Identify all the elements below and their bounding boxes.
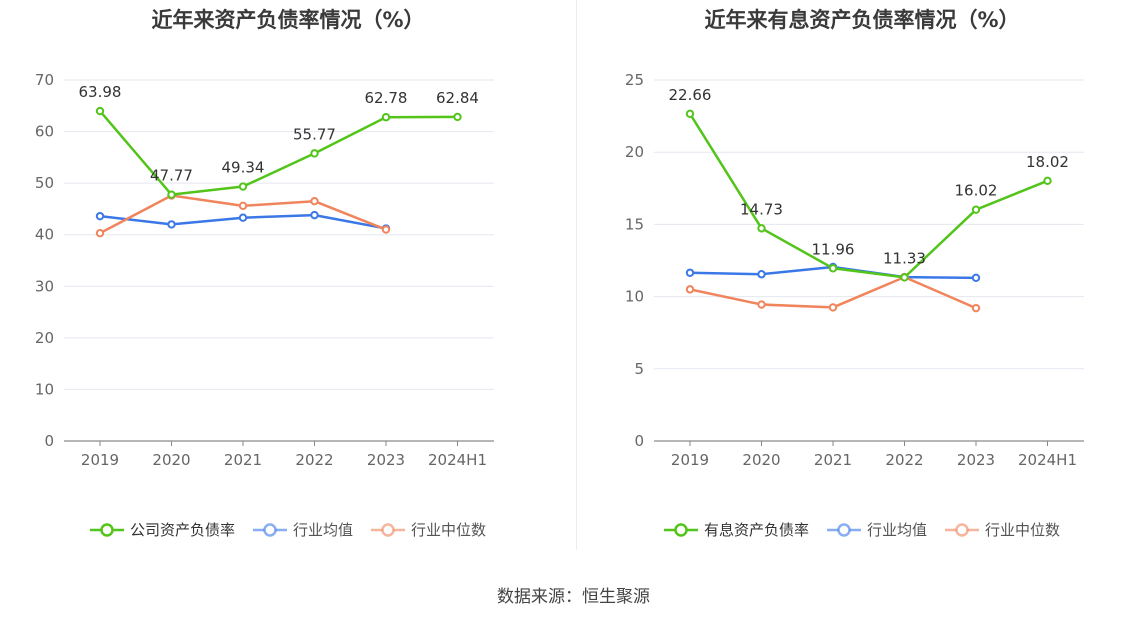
legend-item-industry-median[interactable]: 行业中位数: [371, 519, 486, 540]
industry-median-point[interactable]: [381, 225, 391, 234]
legend-line-circle-icon: [663, 522, 698, 537]
data-label: 22.66: [669, 86, 712, 104]
left-chart-legend: 公司资产负债率 行业均值 行业中位数: [0, 519, 576, 540]
company-ratio-point[interactable]: [900, 273, 909, 282]
data-label: 63.98: [79, 83, 122, 101]
industry-average-point[interactable]: [971, 273, 981, 283]
company-ratio-point[interactable]: [453, 112, 462, 122]
y-tick-label: 10: [625, 288, 644, 306]
data-label: 47.77: [150, 167, 193, 185]
legend-item-industry-median[interactable]: 行业中位数: [945, 519, 1060, 540]
industry-median-point[interactable]: [828, 303, 838, 312]
company-ratio-line: [99, 110, 458, 196]
y-tick-label: 60: [35, 123, 54, 141]
legend-item-industry-average[interactable]: 行业均值: [826, 519, 927, 540]
y-tick-label: 40: [35, 226, 54, 244]
industry-median-point[interactable]: [95, 228, 105, 238]
industry-median-point[interactable]: [238, 201, 248, 211]
y-tick-label: 20: [35, 329, 54, 347]
legend-item-company-ratio[interactable]: 公司资产负债率: [89, 519, 235, 540]
company-ratio-point[interactable]: [310, 149, 319, 158]
x-tick-label: 2019: [671, 451, 709, 469]
right-chart-plot: 0 5 10 15 20 25 2019 2020 2021 2022 2023 2024H1 22.6…: [625, 71, 1084, 469]
company-ratio-line: [688, 113, 1048, 279]
industry-average-point[interactable]: [95, 211, 105, 221]
data-label: 55.77: [293, 125, 336, 143]
legend-line-circle-icon: [371, 522, 405, 537]
company-ratio-point[interactable]: [381, 113, 391, 122]
industry-median-point[interactable]: [685, 285, 695, 294]
x-tick-label: 2022: [295, 451, 333, 469]
legend-label: 有息资产负债率: [703, 521, 809, 539]
legend-line-circle-icon: [252, 522, 287, 537]
legend-item-industry-average[interactable]: 行业均值: [252, 519, 353, 540]
x-tick-label: 2024H1: [428, 451, 487, 469]
data-label: 18.02: [1026, 153, 1069, 171]
y-tick-label: 0: [634, 432, 644, 450]
legend-label: 行业均值: [866, 521, 927, 539]
x-tick-label: 2020: [742, 451, 780, 469]
y-tick-label: 5: [634, 360, 644, 378]
legend-line-circle-icon: [826, 522, 861, 537]
company-ratio-point[interactable]: [1043, 176, 1052, 185]
data-label: 62.84: [436, 89, 479, 107]
industry-average-point[interactable]: [757, 270, 766, 279]
legend-label: 公司资产负债率: [129, 521, 235, 539]
company-ratio-point[interactable]: [685, 109, 695, 118]
y-tick-label: 50: [35, 174, 54, 192]
y-tick-label: 0: [44, 432, 54, 450]
data-label: 62.78: [365, 89, 408, 107]
x-tick-label: 2019: [81, 451, 119, 469]
legend-line-circle-icon: [945, 522, 979, 537]
x-tick-label: 2023: [367, 451, 405, 469]
data-label: 14.73: [740, 200, 783, 218]
y-tick-label: 30: [35, 277, 54, 295]
chart-title: 近年来有息资产负债率情况（%）: [704, 8, 1020, 32]
x-tick-label: 2021: [224, 451, 262, 469]
industry-average-point[interactable]: [310, 210, 319, 220]
legend-label: 行业中位数: [985, 521, 1061, 539]
data-label: 11.33: [883, 249, 926, 267]
industry-average-point[interactable]: [685, 268, 695, 277]
data-label: 11.96: [812, 240, 855, 258]
right-chart-panel: 近年来有息资产负债率情况（%） 0 5 10 15 20 25 2019 2020 2021 20…: [577, 0, 1147, 550]
industry-median-point[interactable]: [971, 303, 981, 313]
x-tick-label: 2021: [814, 451, 852, 469]
y-tick-label: 25: [625, 71, 644, 89]
x-tick-label: 2023: [957, 451, 995, 469]
legend-line-circle-icon: [89, 522, 124, 537]
panel-divider: [576, 0, 577, 550]
industry-median-point[interactable]: [310, 196, 319, 206]
x-tick-label: 2020: [152, 451, 190, 469]
company-ratio-point[interactable]: [757, 224, 766, 233]
company-ratio-point[interactable]: [167, 190, 176, 199]
industry-median-point[interactable]: [757, 300, 766, 309]
company-ratio-point[interactable]: [828, 264, 838, 273]
data-label: 49.34: [222, 159, 265, 177]
y-tick-label: 20: [625, 143, 644, 161]
x-tick-label: 2024H1: [1018, 451, 1077, 469]
data-label: 16.02: [955, 182, 998, 200]
company-ratio-point[interactable]: [971, 205, 981, 214]
data-source-note: 数据来源：恒生聚源: [497, 587, 650, 607]
legend-label: 行业中位数: [411, 521, 487, 539]
legend-label: 行业均值: [292, 521, 353, 539]
industry-average-point[interactable]: [238, 213, 248, 222]
company-ratio-point[interactable]: [95, 106, 105, 116]
y-tick-label: 15: [625, 215, 644, 233]
left-chart-panel: 近年来资产负债率情况（%） 0 10 20 30 40 50 60 70 2019 2020 202…: [0, 0, 576, 550]
y-tick-label: 70: [35, 71, 54, 89]
y-tick-label: 10: [35, 380, 54, 398]
industry-average-point[interactable]: [167, 220, 176, 229]
chart-title: 近年来资产负债率情况（%）: [151, 8, 425, 32]
left-chart-plot: 0 10 20 30 40 50 60 70 2019 2020 2021 2022 2023 2024H…: [35, 71, 494, 469]
x-tick-label: 2022: [885, 451, 923, 469]
right-chart-legend: 有息资产负债率 行业均值 行业中位数: [577, 519, 1147, 540]
company-ratio-point[interactable]: [238, 182, 248, 191]
legend-item-company-ratio[interactable]: 有息资产负债率: [663, 519, 809, 540]
